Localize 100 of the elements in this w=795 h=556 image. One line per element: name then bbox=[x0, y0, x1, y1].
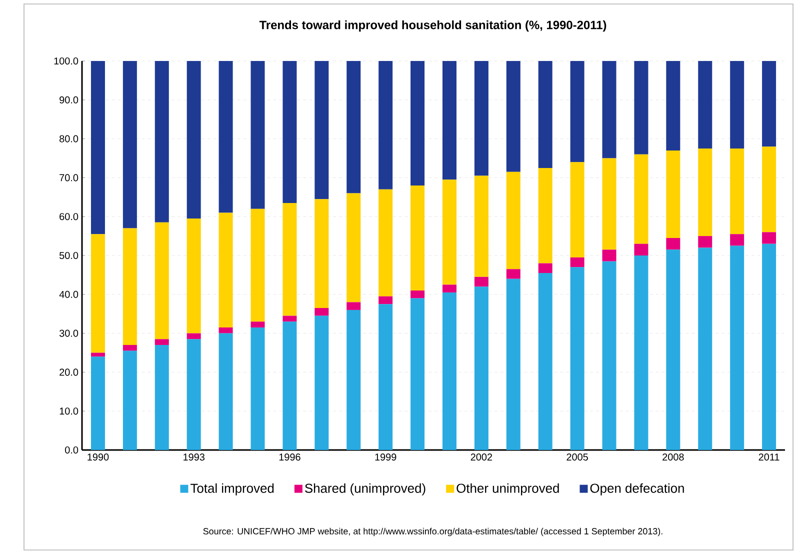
y-tick-label: 30.0 bbox=[59, 330, 78, 337]
y-tick-label: 90.0 bbox=[60, 96, 78, 104]
bar bbox=[442, 284, 456, 292]
bar bbox=[666, 238, 680, 250]
bar bbox=[314, 199, 329, 308]
bar bbox=[154, 60, 169, 222]
y-tick-label: 100.0 bbox=[54, 57, 78, 65]
bar bbox=[474, 286, 488, 450]
bar bbox=[186, 60, 201, 219]
bar bbox=[282, 60, 297, 203]
bar bbox=[762, 146, 776, 232]
y-tick-label: 60.0 bbox=[60, 213, 78, 220]
bar bbox=[410, 290, 425, 298]
bar bbox=[730, 234, 744, 246]
y-tick-label: 50.0 bbox=[59, 252, 78, 260]
bar bbox=[410, 298, 425, 450]
x-tick-label: 1993 bbox=[184, 454, 204, 461]
y-tick-label: 20.0 bbox=[60, 368, 78, 376]
bar bbox=[762, 232, 776, 244]
bar bbox=[634, 255, 648, 450]
bar bbox=[378, 189, 393, 296]
bar bbox=[250, 327, 265, 450]
bar bbox=[346, 302, 361, 310]
bar bbox=[730, 148, 744, 234]
bar bbox=[90, 352, 105, 357]
bar bbox=[442, 60, 456, 180]
bar bbox=[570, 267, 584, 450]
bar bbox=[122, 60, 137, 228]
bar bbox=[122, 344, 137, 351]
x-tick-label: 1999 bbox=[375, 454, 396, 461]
bar bbox=[602, 261, 616, 450]
bar bbox=[474, 276, 488, 287]
bar bbox=[218, 327, 233, 334]
y-tick-label: 40.0 bbox=[59, 290, 78, 298]
bar bbox=[378, 60, 393, 190]
bar bbox=[154, 222, 169, 340]
bar bbox=[314, 316, 329, 450]
bar bbox=[634, 244, 648, 256]
bar bbox=[570, 162, 584, 258]
x-tick-label: 2008 bbox=[662, 454, 684, 461]
x-tick-label: 1990 bbox=[88, 454, 109, 461]
y-tick-label: 80.0 bbox=[60, 135, 78, 142]
y-tick-label: 0.0 bbox=[65, 446, 78, 454]
chart-title: Trends toward improved household sanitation (%, 1990-2011) bbox=[259, 20, 606, 32]
bar bbox=[762, 244, 776, 450]
bar bbox=[218, 212, 233, 328]
bar bbox=[250, 322, 265, 328]
bar bbox=[698, 148, 712, 236]
bar bbox=[538, 168, 552, 264]
bar bbox=[378, 296, 393, 304]
bar bbox=[218, 60, 233, 213]
source-note: Source: UNICEF/WHO JMP website, at http://www.wssinfo.org/data-estimates/table/ (accessed 1 September 2013). bbox=[203, 528, 662, 536]
bar bbox=[730, 60, 744, 149]
bar bbox=[250, 208, 265, 322]
bar bbox=[154, 344, 169, 450]
y-tick-label: 10.0 bbox=[60, 408, 78, 415]
y-tick-label: 70.0 bbox=[60, 174, 78, 182]
x-tick-label: 2011 bbox=[758, 454, 780, 461]
x-tick-label: 1996 bbox=[279, 454, 300, 461]
bar bbox=[634, 60, 648, 154]
bar bbox=[90, 356, 105, 450]
legend-label: Open defecation bbox=[590, 483, 684, 496]
bar bbox=[666, 150, 680, 238]
bar bbox=[186, 339, 201, 450]
bar bbox=[314, 308, 329, 316]
x-tick-label: 2002 bbox=[470, 454, 492, 461]
bar bbox=[602, 60, 616, 158]
bar bbox=[634, 154, 648, 244]
bar bbox=[346, 60, 361, 194]
bar bbox=[506, 269, 520, 279]
bar bbox=[282, 202, 297, 316]
bar bbox=[282, 322, 297, 450]
bar bbox=[410, 185, 425, 291]
legend-label: Other unimproved bbox=[456, 483, 559, 496]
bar bbox=[506, 172, 520, 270]
bar bbox=[282, 316, 297, 322]
bar bbox=[346, 193, 361, 302]
legend-label: Total improved bbox=[190, 483, 274, 496]
bar bbox=[666, 250, 680, 450]
bar bbox=[218, 333, 233, 450]
bar bbox=[762, 60, 776, 147]
bar bbox=[538, 273, 552, 450]
bar bbox=[378, 304, 393, 450]
bar bbox=[506, 60, 520, 172]
bar bbox=[538, 263, 552, 273]
bar bbox=[666, 60, 680, 150]
bar bbox=[250, 60, 265, 209]
bar bbox=[698, 60, 712, 149]
bar bbox=[410, 60, 425, 186]
legend-label: Shared (unimproved) bbox=[305, 483, 426, 496]
bar bbox=[442, 180, 456, 285]
bar bbox=[314, 60, 329, 200]
bar bbox=[186, 333, 201, 340]
bar bbox=[570, 60, 584, 162]
x-tick-label: 2005 bbox=[566, 454, 588, 461]
bar bbox=[538, 60, 552, 168]
bar bbox=[442, 292, 456, 450]
bar bbox=[698, 236, 712, 248]
bar bbox=[730, 246, 744, 450]
bar bbox=[122, 228, 137, 345]
